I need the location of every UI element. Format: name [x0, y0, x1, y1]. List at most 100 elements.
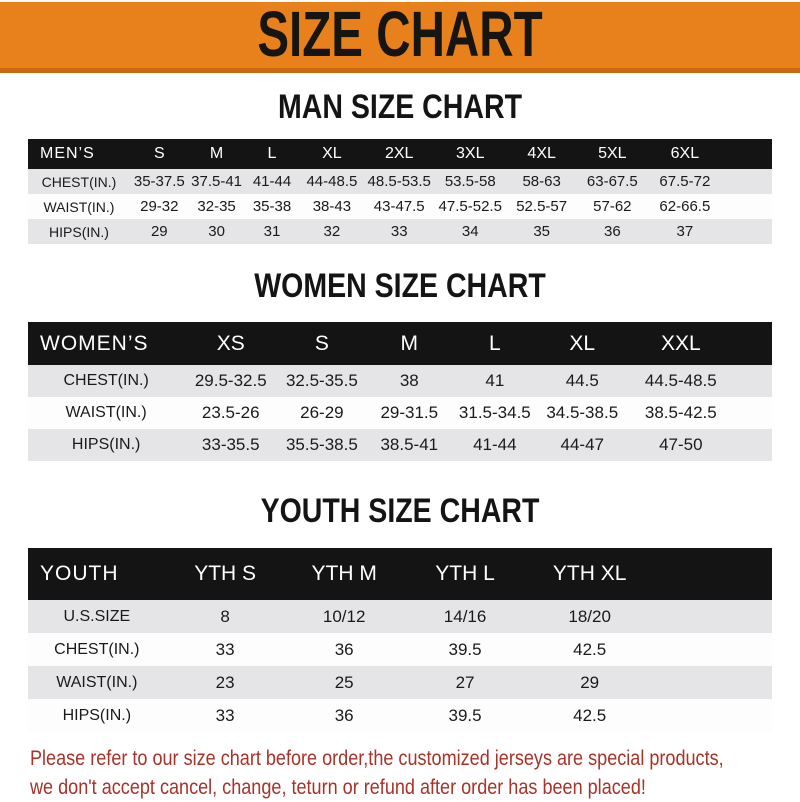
size-cell: 8: [165, 600, 285, 633]
size-cell: 48.5-53.5: [364, 169, 435, 194]
women-size-table: WOMEN’S XS S M L XL XXL CHEST(IN.) 29.5-…: [28, 322, 772, 461]
men-size-table: MEN’S S M L XL 2XL 3XL 4XL 5XL 6XL CHEST…: [28, 139, 772, 244]
size-cell: 29-32: [129, 194, 189, 219]
women-header-row: WOMEN’S XS S M L XL XXL: [28, 322, 772, 365]
size-cell: 42.5: [526, 633, 653, 666]
size-cell: 52.5-57: [506, 194, 577, 219]
size-cell: 67.5-72: [647, 169, 723, 194]
size-cell: 14/16: [403, 600, 527, 633]
size-cell: 10/12: [284, 600, 404, 633]
size-cell: 32: [299, 219, 365, 244]
row-label: WAIST(IN.): [28, 194, 130, 219]
filler-cell: [734, 429, 772, 461]
size-cell: 35-37.5: [129, 169, 189, 194]
filler-cell: [652, 633, 772, 666]
size-cell: 38-43: [299, 194, 365, 219]
men-column-header: M: [188, 139, 245, 169]
youth-hips-row: HIPS(IN.) 33 36 39.5 42.5: [28, 699, 772, 732]
men-chest-row: CHEST(IN.) 35-37.5 37.5-41 41-44 44-48.5…: [28, 169, 772, 194]
women-column-header: M: [366, 322, 453, 365]
size-cell: 39.5: [403, 699, 527, 732]
row-label: HIPS(IN.): [28, 219, 130, 244]
filler-cell: [734, 397, 772, 429]
row-label: CHEST(IN.): [28, 169, 130, 194]
size-cell: 33: [165, 699, 285, 732]
youth-column-header: YTH S: [165, 548, 285, 600]
men-column-header: L: [244, 139, 300, 169]
size-cell: 35-38: [244, 194, 300, 219]
women-column-header: L: [452, 322, 538, 365]
size-cell: 23: [165, 666, 285, 699]
women-column-header: XXL: [626, 322, 735, 365]
row-label: WAIST(IN.): [28, 397, 185, 429]
size-cell: 25: [284, 666, 404, 699]
size-chart-banner: SIZE CHART: [0, 0, 800, 73]
size-cell: 29: [129, 219, 189, 244]
women-hips-row: HIPS(IN.) 33-35.5 35.5-38.5 38.5-41 41-4…: [28, 429, 772, 461]
banner-title: SIZE CHART: [257, 0, 543, 71]
note-line-2: we don't accept cancel, change, teturn o…: [30, 776, 646, 799]
size-cell: 29: [526, 666, 653, 699]
size-cell: 44.5: [537, 365, 627, 397]
filler-cell: [652, 600, 772, 633]
women-column-header: XL: [537, 322, 627, 365]
women-chest-row: CHEST(IN.) 29.5-32.5 32.5-35.5 38 41 44.…: [28, 365, 772, 397]
size-cell: 29-31.5: [366, 397, 453, 429]
size-cell: 37: [647, 219, 723, 244]
size-cell: 57-62: [577, 194, 648, 219]
men-column-header: 4XL: [506, 139, 577, 169]
size-cell: 36: [284, 633, 404, 666]
size-cell: 33-35.5: [184, 429, 278, 461]
size-cell: 30: [188, 219, 245, 244]
women-column-header: S: [277, 322, 367, 365]
size-cell: 44-48.5: [299, 169, 365, 194]
size-cell: 33: [364, 219, 435, 244]
filler-cell: [722, 194, 772, 219]
size-cell: 35.5-38.5: [277, 429, 367, 461]
size-cell: 38: [366, 365, 453, 397]
size-cell: 34: [434, 219, 507, 244]
size-cell: 18/20: [526, 600, 653, 633]
men-corner-label: MEN’S: [28, 139, 130, 169]
women-section-heading: WOMEN SIZE CHART: [254, 265, 546, 306]
filler-cell: [722, 219, 772, 244]
size-cell: 31.5-34.5: [452, 397, 538, 429]
size-cell: 26-29: [277, 397, 367, 429]
order-policy-note: Please refer to our size chart before or…: [30, 744, 724, 802]
youth-corner-label: YOUTH: [28, 548, 166, 600]
men-column-header: 5XL: [577, 139, 648, 169]
size-cell: 27: [403, 666, 527, 699]
youth-chest-row: CHEST(IN.) 33 36 39.5 42.5: [28, 633, 772, 666]
size-cell: 44-47: [537, 429, 627, 461]
size-cell: 41: [452, 365, 538, 397]
men-header-row: MEN’S S M L XL 2XL 3XL 4XL 5XL 6XL: [28, 139, 772, 169]
size-cell: 41-44: [452, 429, 538, 461]
note-line-1: Please refer to our size chart before or…: [30, 747, 724, 770]
youth-ussize-row: U.S.SIZE 8 10/12 14/16 18/20: [28, 600, 772, 633]
women-waist-row: WAIST(IN.) 23.5-26 26-29 29-31.5 31.5-34…: [28, 397, 772, 429]
men-waist-row: WAIST(IN.) 29-32 32-35 35-38 38-43 43-47…: [28, 194, 772, 219]
size-cell: 47.5-52.5: [434, 194, 507, 219]
size-cell: 29.5-32.5: [184, 365, 278, 397]
size-cell: 62-66.5: [647, 194, 723, 219]
row-label: CHEST(IN.): [28, 365, 185, 397]
filler-cell: [722, 169, 772, 194]
row-label: WAIST(IN.): [28, 666, 166, 699]
size-cell: 36: [284, 699, 404, 732]
youth-header-filler: [652, 548, 772, 600]
size-cell: 63-67.5: [577, 169, 648, 194]
row-label: CHEST(IN.): [28, 633, 166, 666]
women-column-header: XS: [184, 322, 278, 365]
size-cell: 34.5-38.5: [537, 397, 627, 429]
youth-column-header: YTH XL: [526, 548, 653, 600]
size-cell: 32.5-35.5: [277, 365, 367, 397]
filler-cell: [652, 666, 772, 699]
row-label: HIPS(IN.): [28, 699, 166, 732]
size-cell: 31: [244, 219, 300, 244]
women-header-filler: [734, 322, 772, 365]
filler-cell: [652, 699, 772, 732]
filler-cell: [734, 365, 772, 397]
youth-waist-row: WAIST(IN.) 23 25 27 29: [28, 666, 772, 699]
men-column-header: 2XL: [364, 139, 435, 169]
women-corner-label: WOMEN’S: [28, 322, 185, 365]
